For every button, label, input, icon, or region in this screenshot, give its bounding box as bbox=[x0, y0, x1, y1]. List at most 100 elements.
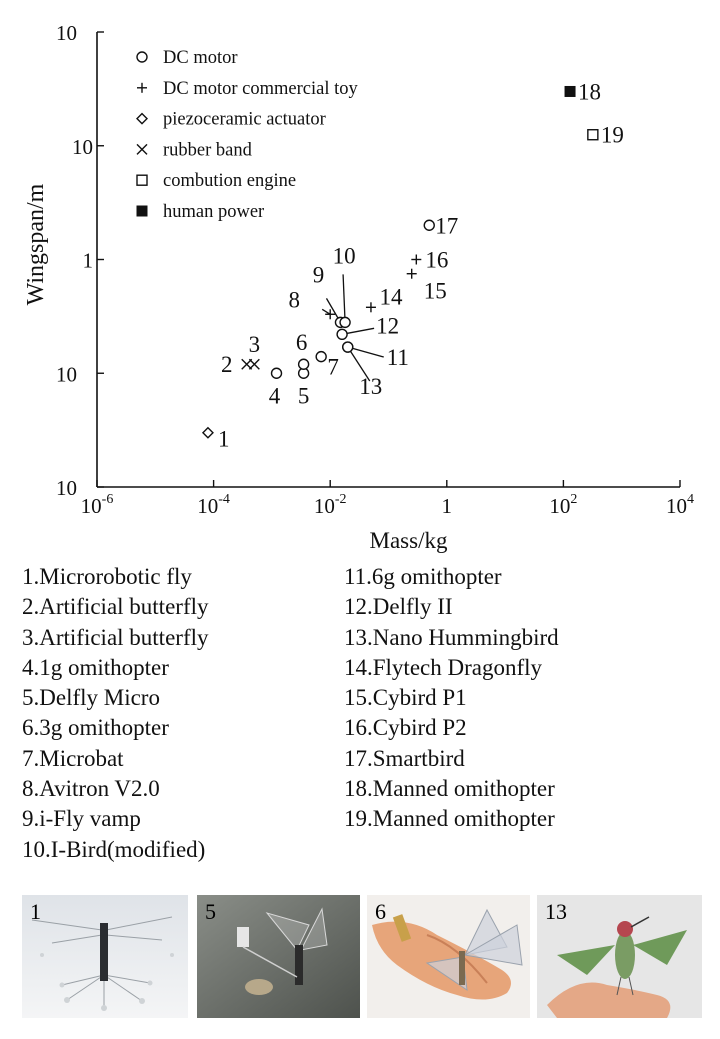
legend-label: piezoceramic actuator bbox=[163, 110, 326, 130]
marker-circle bbox=[270, 367, 283, 379]
x-tick-exp: -4 bbox=[218, 492, 230, 507]
point-label: 13 bbox=[359, 374, 382, 399]
marker-circle bbox=[336, 328, 348, 340]
photo-hand-ornithopter: 6 bbox=[367, 895, 530, 1018]
hand-ornithopter-illustration bbox=[367, 895, 530, 1018]
point-label: 14 bbox=[379, 284, 403, 309]
y-tick-label: 10 bbox=[72, 135, 93, 159]
data-point-4 bbox=[270, 367, 283, 379]
legend-label: rubber band bbox=[163, 140, 253, 160]
data-point-13 bbox=[342, 341, 354, 353]
legend-entry: DC motor commercial toy bbox=[137, 79, 358, 99]
legend-entry: human power bbox=[136, 202, 264, 222]
marker-diamond bbox=[136, 112, 148, 125]
legend-marker bbox=[136, 51, 148, 63]
data-point-3 bbox=[248, 358, 260, 370]
list-item: 12.Delfly II bbox=[344, 594, 453, 620]
marker-circle bbox=[339, 316, 351, 329]
x-tick-exp: 2 bbox=[570, 492, 577, 507]
legend-label: combution engine bbox=[163, 171, 296, 191]
data-point-1 bbox=[201, 426, 214, 439]
list-item: 11.6g omithopter bbox=[344, 564, 502, 589]
leader-line bbox=[342, 274, 346, 323]
list-item: 5.Delfly Micro bbox=[22, 685, 160, 711]
point-label: 11 bbox=[387, 345, 409, 370]
legend-marker bbox=[137, 82, 147, 93]
point-label: 5 bbox=[298, 383, 310, 408]
marker-circle bbox=[315, 350, 327, 363]
list-item: 16.Cybird P2 bbox=[344, 715, 467, 741]
point-label: 6 bbox=[296, 330, 308, 355]
photo-label: 6 bbox=[375, 899, 386, 924]
x-tick-label: 10-4 bbox=[197, 492, 230, 518]
x-tick-label: 1 bbox=[442, 494, 453, 518]
vehicle-list-left: 1.Microrobotic fly 2.Artificial butterfl… bbox=[22, 562, 209, 865]
point-label: 10 bbox=[333, 243, 356, 268]
legend-label: DC motor bbox=[163, 48, 238, 68]
legend-label: human power bbox=[163, 202, 264, 222]
list-item: 1.Microrobotic fly bbox=[22, 564, 192, 589]
photo-microrobotic-fly: 1 bbox=[22, 895, 188, 1018]
list-item: 2.Artificial butterfly bbox=[22, 594, 209, 620]
data-point-16 bbox=[411, 254, 422, 265]
y-tick-label: 1 bbox=[83, 249, 94, 273]
legend-marker bbox=[136, 174, 148, 186]
point-label: 4 bbox=[269, 383, 281, 408]
point-label: 16 bbox=[425, 248, 448, 273]
data-points bbox=[201, 85, 599, 439]
leader-line bbox=[347, 346, 384, 358]
y-tick-label: 10 bbox=[56, 476, 77, 500]
list-item: 17.Smartbird bbox=[344, 745, 465, 771]
list-item: 4.1g omithopter bbox=[22, 654, 169, 680]
marker-circle bbox=[423, 219, 435, 231]
point-label: 7 bbox=[327, 355, 339, 380]
photo-strip: 1 5 bbox=[22, 895, 702, 1018]
list-item: 9.i-Fly vamp bbox=[22, 806, 141, 832]
list-item: 18.Manned omithopter bbox=[344, 776, 555, 802]
list-item: 15.Cybird P1 bbox=[344, 685, 467, 711]
photo-label: 5 bbox=[205, 899, 216, 924]
legend-marker bbox=[136, 112, 148, 125]
marker-cross-b bbox=[248, 358, 260, 370]
list-item: 3.Artificial butterfly bbox=[22, 624, 209, 650]
point-label: 15 bbox=[424, 279, 447, 304]
list-item: 13.Nano Hummingbird bbox=[344, 624, 559, 650]
x-tick-exp: 4 bbox=[687, 492, 694, 507]
marker-filled-square bbox=[564, 85, 576, 97]
marker-square bbox=[136, 174, 148, 186]
point-label: 18 bbox=[578, 79, 601, 104]
chart-legend: DC motor DC motor commercial toy piezocera… bbox=[136, 48, 358, 222]
data-point-18 bbox=[564, 85, 576, 97]
delfly-micro-illustration bbox=[197, 895, 360, 1018]
data-point-12 bbox=[336, 328, 348, 340]
scatter-chart: 10-610-410-2110210410-210-1110102Mass/kg… bbox=[23, 21, 694, 553]
x-axis-label: Mass/kg bbox=[370, 528, 448, 553]
list-item: 19.Manned omithopter bbox=[344, 806, 555, 832]
photo-label: 13 bbox=[545, 899, 567, 924]
y-axis-label: Wingspan/m bbox=[23, 183, 49, 305]
x-tick-label: 102 bbox=[549, 492, 577, 518]
legend-entry: DC motor bbox=[136, 48, 238, 68]
list-item: 10.I-Bird(modified) bbox=[22, 836, 206, 862]
data-point-15 bbox=[406, 268, 417, 279]
photo-label: 1 bbox=[30, 899, 41, 924]
nano-hummingbird-illustration bbox=[537, 895, 702, 1018]
data-point-10 bbox=[339, 316, 351, 329]
marker-cross-b bbox=[136, 143, 148, 155]
data-point-8 bbox=[325, 309, 336, 320]
list-item: 8.Avitron V2.0 bbox=[22, 776, 160, 802]
y-tick-label: 10 bbox=[56, 362, 77, 386]
legend-entry: combution engine bbox=[136, 171, 296, 191]
x-tick-exp: -6 bbox=[102, 492, 114, 507]
point-label: 1 bbox=[218, 427, 230, 452]
marker-circle bbox=[297, 358, 310, 370]
point-label: 17 bbox=[435, 213, 458, 238]
y-tick-label: 10 bbox=[56, 21, 77, 45]
legend-entry: piezoceramic actuator bbox=[136, 110, 326, 130]
marker-filled-square bbox=[136, 205, 148, 217]
legend-label: DC motor commercial toy bbox=[163, 79, 358, 99]
x-tick-label: 10-2 bbox=[314, 492, 347, 518]
list-item: 6.3g omithopter bbox=[22, 715, 169, 741]
data-point-6 bbox=[297, 358, 310, 370]
